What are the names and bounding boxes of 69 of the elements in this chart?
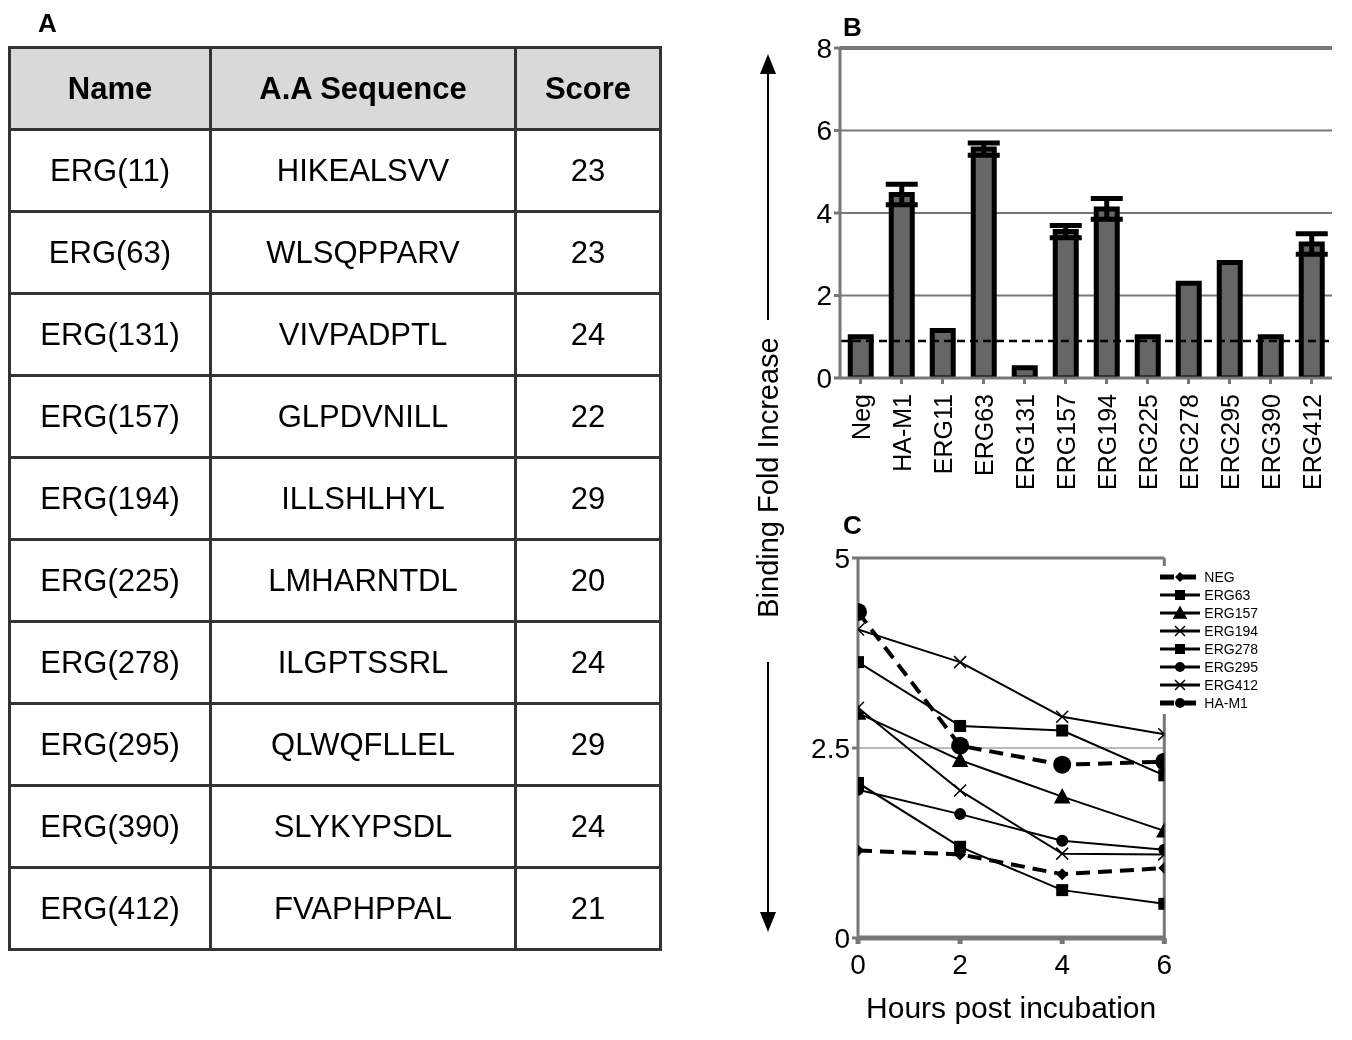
text: 21 <box>570 890 606 926</box>
x-axis-title: Hours post incubation <box>866 991 1157 1024</box>
text: ILGPTSSRL <box>277 644 449 680</box>
x-tick-label: 2 <box>952 948 968 980</box>
x-tick-label: HA-M1 <box>887 394 916 472</box>
x-tick-label: ERG278 <box>1174 394 1203 490</box>
x-tick-label: ERG131 <box>1010 394 1039 490</box>
y-tick-label: 0 <box>816 362 832 394</box>
text: LMHARNTDL <box>268 562 458 598</box>
legend-label: ERG412 <box>1204 677 1258 693</box>
text: 20 <box>570 562 606 598</box>
category-label: Score <box>515 47 661 130</box>
y-tick-label: 4 <box>816 197 832 229</box>
y-tick-label: 0 <box>834 922 850 954</box>
text: ERG(225) <box>40 562 180 598</box>
text: FVAPHPPAL <box>273 890 453 926</box>
y-tick-label: 5 <box>834 542 850 574</box>
text: ERG(63) <box>48 234 172 270</box>
y-tick-label: 6 <box>816 115 832 147</box>
y-tick-label: 8 <box>816 32 832 64</box>
legend-label: HA-M1 <box>1204 695 1248 711</box>
text: 29 <box>570 480 606 516</box>
x-tick-label: ERG412 <box>1297 394 1326 490</box>
x-tick-label: ERG157 <box>1051 394 1080 490</box>
legend-label: ERG157 <box>1204 605 1258 621</box>
text: GLPDVNILL <box>277 398 449 434</box>
text: ERG(194) <box>40 480 180 516</box>
x-tick-label: 6 <box>1156 948 1173 980</box>
x-tick-label: ERG63 <box>969 394 998 476</box>
text: 24 <box>570 316 606 352</box>
text: ERG(157) <box>40 398 180 434</box>
text: ERG(278) <box>40 644 180 680</box>
text: QLWQFLLEL <box>271 726 455 762</box>
text: A <box>38 8 57 39</box>
legend-label: ERG278 <box>1204 641 1258 657</box>
text: 29 <box>570 726 606 762</box>
x-tick-label: ERG194 <box>1092 393 1121 490</box>
text: ERG(412) <box>40 890 180 926</box>
text: 24 <box>570 644 606 680</box>
text: 23 <box>570 234 606 270</box>
y-axis-title: Binding Fold Increase <box>751 336 785 620</box>
category-label: Name <box>9 47 211 130</box>
x-tick-label: 4 <box>1054 948 1070 980</box>
x-tick-label: ERG225 <box>1133 394 1162 490</box>
text: ERG(131) <box>40 316 180 352</box>
x-tick-label: ERG390 <box>1256 394 1285 490</box>
text: ERG(295) <box>40 726 180 762</box>
text: SLYKYPSDL <box>273 808 453 844</box>
legend-label: ERG194 <box>1204 623 1258 639</box>
x-tick-label: Neg <box>846 394 875 440</box>
x-tick-label: ERG11 <box>928 394 957 475</box>
text: VIVPADPTL <box>278 316 448 352</box>
legend-label: ERG63 <box>1204 587 1251 603</box>
legend-label: NEG <box>1204 569 1235 585</box>
category-label: A.A Sequence <box>210 47 516 130</box>
text: ERG(390) <box>40 808 180 844</box>
text: 23 <box>570 152 606 188</box>
text: WLSQPPARV <box>266 234 460 270</box>
legend-label: ERG295 <box>1204 659 1258 675</box>
y-tick-label: 2 <box>816 280 832 312</box>
text: 24 <box>570 808 606 844</box>
x-tick-label: ERG295 <box>1215 394 1244 490</box>
chart-title: B <box>843 12 862 43</box>
y-tick-label: 2.5 <box>811 732 850 764</box>
text: ILLSHLHYL <box>281 480 445 516</box>
text: ERG(11) <box>49 152 170 188</box>
text: HIKEALSVV <box>276 152 450 188</box>
text: 22 <box>570 398 606 434</box>
chart-title: C <box>843 510 862 541</box>
